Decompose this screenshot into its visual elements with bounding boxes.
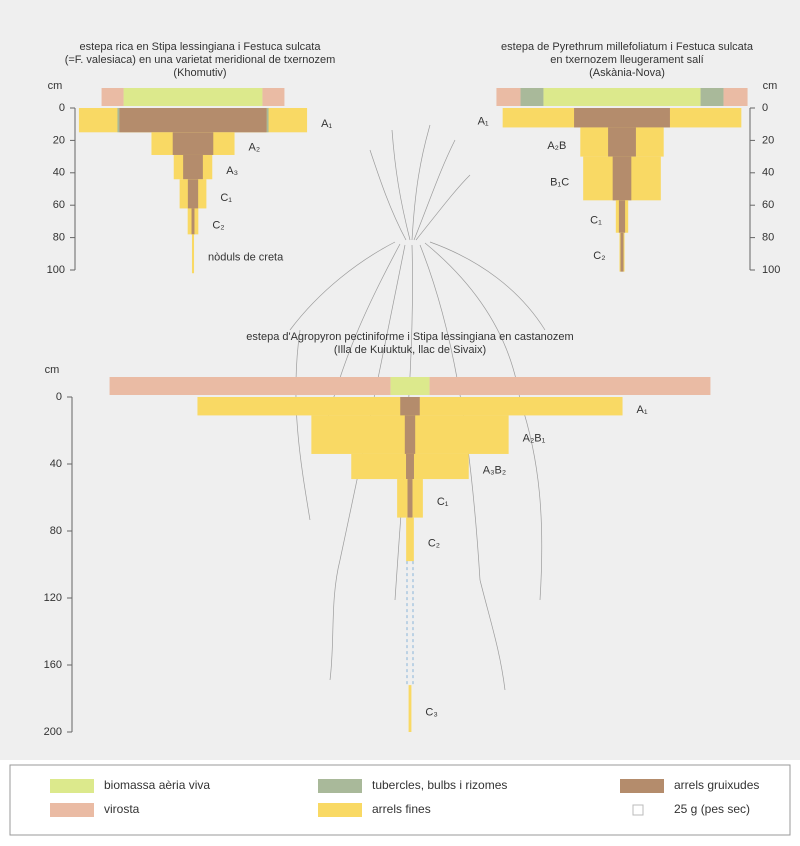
legend-swatch	[318, 779, 362, 793]
thick-roots	[620, 232, 624, 272]
legend-swatch	[620, 779, 664, 793]
panel-title: estepa d'Agropyron pectiniforme i Stipa …	[246, 331, 573, 343]
tick-label: 60	[762, 199, 774, 211]
tick-label: 200	[44, 726, 62, 738]
thick-roots	[404, 415, 416, 454]
tick-label: 60	[53, 199, 65, 211]
aerial-dead	[101, 88, 285, 106]
horizon-label: A₁	[478, 116, 489, 128]
thick-roots	[574, 108, 670, 128]
horizon-label: C₁	[220, 192, 232, 204]
legend-label: 25 g (pes sec)	[674, 802, 750, 816]
horizon-label: A₂B	[547, 140, 566, 152]
tick-label: 120	[44, 592, 62, 604]
horizon-label: A₃	[226, 165, 238, 177]
thick-roots	[400, 397, 420, 416]
dashed-root	[406, 561, 414, 686]
panel-title: (Askània-Nova)	[589, 67, 665, 79]
panel-title: estepa de Pyrethrum millefoliatum i Fest…	[501, 41, 754, 53]
horizon-label: C₁	[437, 496, 449, 508]
fine-roots	[408, 685, 412, 732]
thick-roots	[618, 200, 626, 233]
thick-roots	[187, 179, 199, 209]
legend-label: biomassa aèria viva	[104, 778, 210, 792]
horizon-label: A₃B₂	[483, 464, 506, 476]
tick-label: 40	[53, 167, 65, 179]
thick-roots	[119, 108, 267, 133]
fine-roots	[191, 234, 195, 274]
aerial-live	[390, 377, 430, 395]
thick-roots	[406, 453, 414, 480]
tick-label: 100	[762, 264, 780, 276]
aerial-live	[543, 88, 701, 106]
aerial-tubers	[520, 88, 724, 106]
thick-roots	[172, 132, 214, 155]
thick-roots	[191, 208, 195, 235]
horizon-label: A₂	[249, 142, 261, 154]
horizon-label: B₁C	[550, 176, 569, 188]
axis-label: cm	[45, 364, 60, 376]
panel-title: (Illa de Kuiuktuk, llac de Sivaix)	[334, 344, 486, 356]
panel-title: estepa rica en Stipa lessingiana i Festu…	[80, 41, 322, 53]
tick-label: 100	[47, 264, 65, 276]
horizon-label: A₁	[637, 404, 648, 416]
horizon-label: C₂	[212, 219, 224, 231]
horizon-label: A₂B₁	[523, 433, 546, 445]
legend-label: arrels gruixudes	[674, 778, 759, 792]
tick-label: 0	[56, 391, 62, 403]
axis-label: cm	[48, 80, 63, 92]
tick-label: 40	[762, 167, 774, 179]
axis-label: cm	[763, 80, 778, 92]
tick-label: 80	[53, 232, 65, 244]
tick-label: 80	[50, 525, 62, 537]
tick-label: 0	[762, 102, 768, 114]
legend-scale-square	[632, 804, 644, 816]
legend-swatch	[50, 779, 94, 793]
panel-title: (Khomutiv)	[173, 67, 226, 79]
aerial-dead	[109, 377, 711, 395]
horizon-label: C₂	[593, 250, 605, 262]
thick-roots	[183, 154, 203, 180]
horizon-label: nòduls de creta	[208, 252, 284, 264]
horizon-label: C₁	[590, 214, 602, 226]
tick-label: 20	[53, 134, 65, 146]
legend-swatch	[50, 803, 94, 817]
horizon-label: C₃	[425, 706, 437, 718]
tick-label: 40	[50, 458, 62, 470]
legend-label: virosta	[104, 802, 140, 816]
tick-label: 0	[59, 102, 65, 114]
tick-label: 20	[762, 134, 774, 146]
legend-label: arrels fines	[372, 802, 431, 816]
legend-label: tubercles, bulbs i rizomes	[372, 778, 507, 792]
thick-roots	[612, 156, 632, 201]
fine-roots	[406, 517, 414, 562]
tick-label: 80	[762, 232, 774, 244]
thick-roots	[407, 479, 413, 518]
legend-swatch	[318, 803, 362, 817]
legend-box	[9, 764, 791, 836]
panel-title: (=F. valesiaca) en una varietat meridion…	[65, 54, 336, 66]
horizon-label: A₁	[321, 118, 332, 130]
aerial-live	[123, 88, 263, 106]
tick-label: 160	[44, 659, 62, 671]
thick-roots	[608, 127, 636, 157]
panel-title: en txernozem lleugerament salí	[550, 54, 703, 66]
horizon-label: C₂	[428, 537, 440, 549]
